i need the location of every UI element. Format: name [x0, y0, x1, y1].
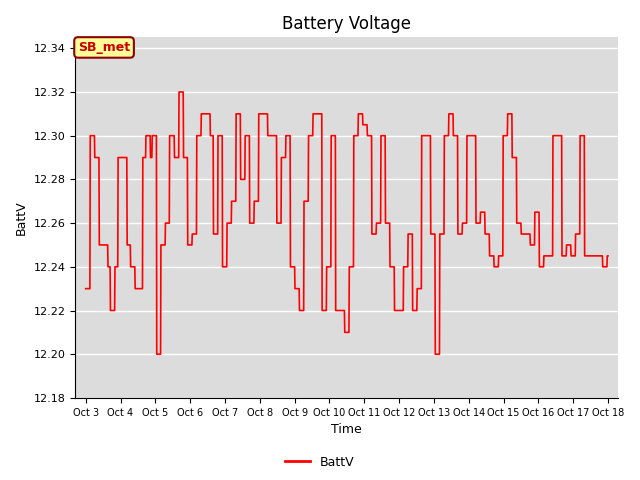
Title: Battery Voltage: Battery Voltage	[282, 15, 412, 33]
X-axis label: Time: Time	[332, 423, 362, 436]
Text: SB_met: SB_met	[78, 41, 130, 54]
Y-axis label: BattV: BattV	[15, 200, 28, 235]
Legend: BattV: BattV	[280, 451, 360, 474]
